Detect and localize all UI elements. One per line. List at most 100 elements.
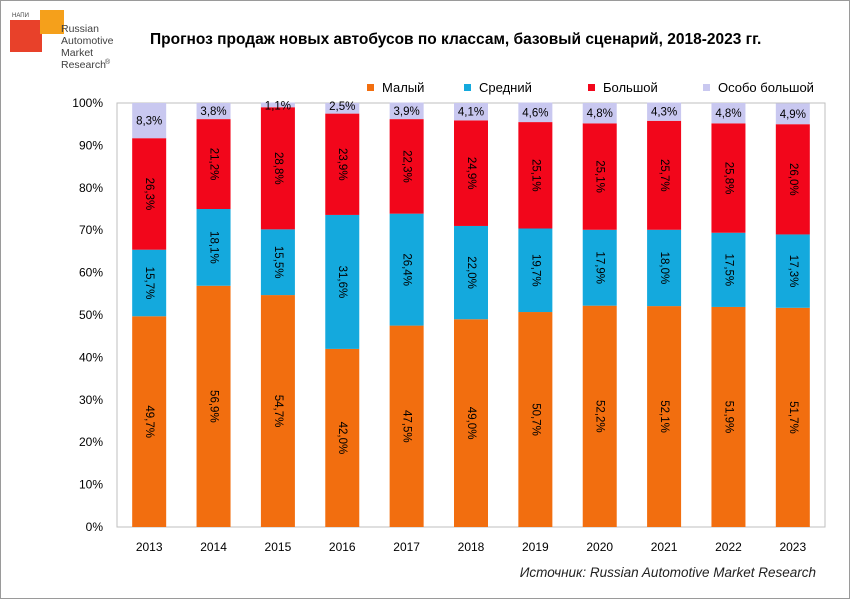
bar-segment	[260, 229, 295, 296]
data-label: 25,8%	[722, 162, 734, 195]
bar-segment	[582, 229, 617, 306]
chart-legend: Малый Средний Большой Особо большой	[367, 78, 842, 96]
y-tick-label: 30%	[79, 393, 103, 407]
legend-swatch	[703, 83, 710, 91]
bar-segment	[260, 107, 295, 230]
legend-swatch	[588, 83, 595, 91]
data-label: 25,7%	[658, 159, 670, 192]
bar-segment	[196, 209, 231, 286]
data-label: 25,1%	[594, 160, 606, 193]
bar-segment	[647, 102, 682, 121]
bar-segment	[775, 234, 810, 308]
logo-registered-mark: ®	[105, 58, 111, 66]
legend-item: Малый	[367, 78, 424, 96]
data-label: 49,7%	[143, 405, 155, 438]
bar-segment	[325, 103, 360, 114]
y-tick-label: 80%	[79, 181, 103, 195]
bar-segment	[132, 316, 167, 527]
legend-item: Особо большой	[703, 78, 814, 96]
data-label: 22,0%	[465, 256, 477, 289]
bar-segment	[582, 123, 617, 230]
y-tick-label: 90%	[79, 138, 103, 152]
data-label: 56,9%	[208, 390, 220, 423]
bar-segment	[196, 285, 231, 527]
bar-segment	[132, 249, 167, 317]
logo-line-1: Russian	[61, 23, 99, 35]
x-tick-label: 2016	[329, 540, 356, 554]
bar-segment	[647, 120, 682, 230]
bar-segment	[325, 214, 360, 349]
data-label: 47,5%	[401, 410, 413, 443]
data-label: 18,1%	[208, 231, 220, 264]
x-tick-label: 2019	[522, 540, 549, 554]
legend-label: Особо большой	[718, 79, 814, 95]
data-label: 2,5%	[329, 101, 355, 113]
data-label: 15,5%	[272, 246, 284, 279]
data-label: 23,9%	[336, 148, 348, 181]
x-tick-label: 2013	[136, 540, 163, 554]
legend-swatch	[464, 83, 471, 91]
bar-segment	[389, 213, 424, 326]
chart-title: Прогноз продаж новых автобусов по класса…	[150, 31, 762, 48]
bar-segment	[325, 113, 360, 215]
data-label: 4,8%	[587, 108, 613, 120]
data-label: 3,8%	[200, 106, 226, 118]
x-tick-label: 2018	[458, 540, 485, 554]
x-tick-label: 2023	[779, 540, 806, 554]
data-label: 24,9%	[465, 157, 477, 190]
data-label: 15,7%	[143, 267, 155, 300]
legend-label: Средний	[479, 79, 532, 95]
logo-red-square	[10, 20, 42, 52]
bar-segment	[775, 103, 810, 125]
data-label: 54,7%	[272, 395, 284, 428]
bar-segment	[454, 225, 488, 320]
x-tick-label: 2017	[393, 540, 420, 554]
legend-item: Большой	[588, 78, 658, 96]
legend-label: Большой	[603, 79, 658, 95]
legend-swatch	[367, 83, 374, 91]
bar-segment	[196, 119, 231, 209]
logo-line-2: Automotive	[61, 35, 114, 47]
logo-line-4: Research	[61, 59, 106, 71]
bar-segment	[582, 103, 617, 124]
data-label: 4,1%	[458, 107, 484, 119]
data-label: 50,7%	[529, 403, 541, 436]
data-label: 4,9%	[780, 109, 806, 121]
data-label: 17,5%	[722, 254, 734, 287]
bar-segment	[132, 103, 167, 139]
bar-segment	[132, 138, 167, 250]
data-label: 8,3%	[136, 116, 162, 128]
y-tick-label: 0%	[86, 520, 104, 534]
data-label: 31,6%	[336, 266, 348, 299]
legend-item: Средний	[464, 78, 532, 96]
x-tick-label: 2021	[651, 540, 678, 554]
bar-segment	[775, 124, 810, 235]
bar-segment	[454, 103, 488, 121]
company-logo: НАПИ Russian Automotive Market Research …	[10, 10, 114, 71]
data-label: 26,0%	[787, 163, 799, 196]
bar-segment	[518, 312, 553, 527]
y-tick-label: 20%	[79, 435, 103, 449]
bar-segment	[260, 102, 295, 108]
logo-small-caption: НАПИ	[12, 13, 29, 19]
source-note: Источник: Russian Automotive Market Rese…	[519, 565, 816, 580]
data-label: 51,9%	[722, 401, 734, 434]
bar-segment	[711, 103, 746, 124]
data-label: 18,0%	[658, 252, 670, 285]
bar-segment	[389, 119, 424, 214]
data-label: 4,3%	[651, 107, 677, 119]
x-tick-label: 2020	[586, 540, 613, 554]
bar-segment	[518, 122, 553, 229]
logo-orange-square	[40, 10, 64, 34]
data-label: 26,3%	[143, 178, 155, 211]
data-label: 49,0%	[465, 407, 477, 440]
data-label: 3,9%	[394, 106, 420, 118]
bar-segment	[518, 102, 553, 123]
bar-segment	[196, 103, 231, 120]
data-label: 52,2%	[594, 400, 606, 433]
bar-segment	[454, 319, 488, 527]
data-label: 52,1%	[658, 400, 670, 433]
data-label: 19,7%	[529, 254, 541, 287]
data-label: 28,8%	[272, 152, 284, 185]
